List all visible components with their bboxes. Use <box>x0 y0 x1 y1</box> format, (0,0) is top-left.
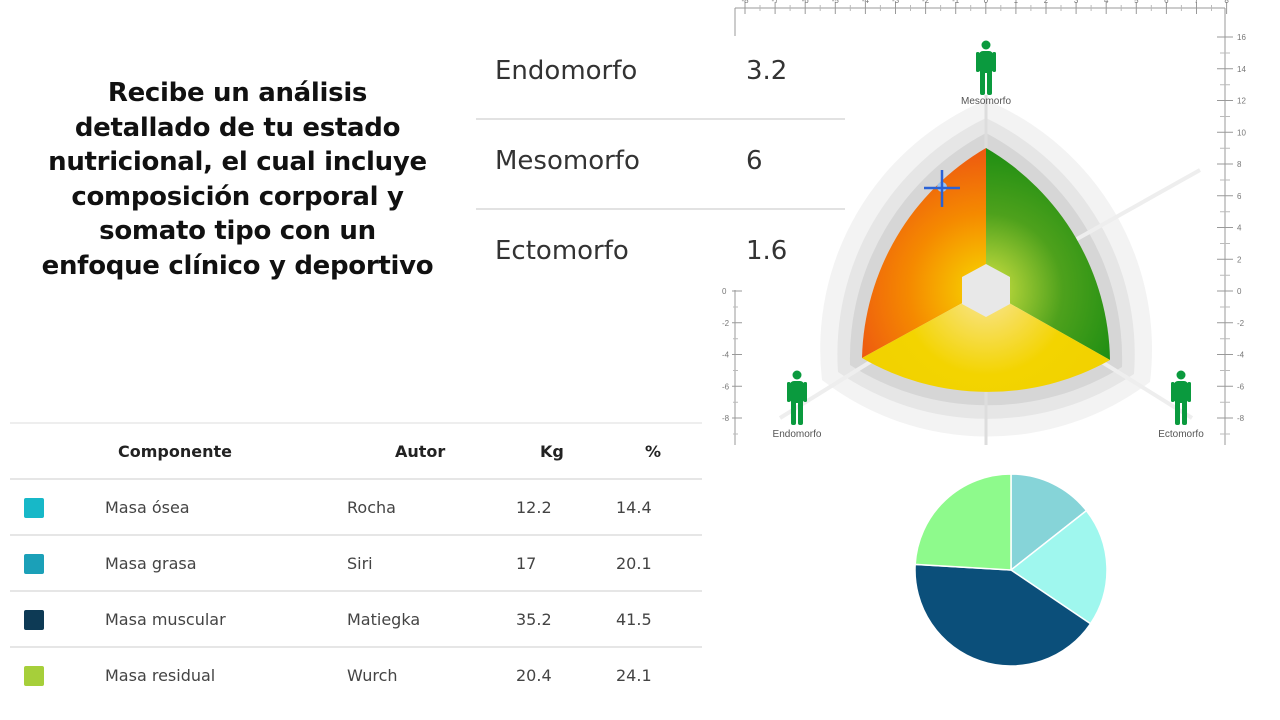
right-tick-label: 16 <box>1237 33 1246 42</box>
endomorfo-sector <box>862 148 986 358</box>
right-tick-label: -4 <box>1237 351 1245 360</box>
somatotype-row-ectomorfo: Ectomorfo 1.6 <box>476 210 845 298</box>
right-tick-label: 10 <box>1237 128 1246 137</box>
cell-author: Rocha <box>347 498 396 517</box>
right-tick-label: -6 <box>1237 382 1245 391</box>
table-header: Componente Autor Kg % <box>10 424 702 480</box>
top-tick-label: 5 <box>1134 0 1139 5</box>
person-silhouette-icon-ectomorfo <box>1171 370 1191 425</box>
cell-author: Wurch <box>347 666 398 685</box>
top-tick-label: -2 <box>922 0 930 5</box>
table-row: Masa muscular Matiegka 35.2 41.5 <box>10 592 702 648</box>
right-tick-label: 4 <box>1237 224 1242 233</box>
top-tick-label: 0 <box>984 0 989 5</box>
table-row: Masa ósea Rocha 12.2 14.4 <box>10 480 702 536</box>
top-tick-label: -3 <box>892 0 900 5</box>
chart-rulers: -8 -7 -6 -5 -4 -3 -2 -1 0 1 2 3 4 5 6 7 81614121086420-2… <box>722 0 1246 445</box>
cell-author: Matiegka <box>347 610 421 629</box>
table-row: Masa grasa Siri 17 20.1 <box>10 536 702 592</box>
headline-text: Recibe un análisis detallado de tu estad… <box>41 78 434 281</box>
top-tick-label: -5 <box>832 0 840 5</box>
right-tick-label: 8 <box>1237 160 1242 169</box>
top-tick-label: 7 <box>1194 0 1199 5</box>
cell-kg: 12.2 <box>516 498 552 517</box>
cell-author: Siri <box>347 554 373 573</box>
color-swatch <box>24 554 44 574</box>
cell-kg: 17 <box>516 554 537 573</box>
top-tick-label: -7 <box>772 0 780 5</box>
top-tick-label: 8 <box>1224 0 1229 5</box>
somatotype-value: 3.2 <box>746 56 788 86</box>
left-tick-label: -4 <box>722 351 730 360</box>
body-composition-table: Componente Autor Kg % Masa ósea Rocha 12… <box>10 422 702 702</box>
pie-slice-3 <box>914 473 1012 571</box>
cell-component: Masa grasa <box>105 554 197 573</box>
table-row: Masa residual Wurch 20.4 24.1 <box>10 648 702 702</box>
right-tick-label: 12 <box>1237 97 1246 106</box>
top-tick-label: 2 <box>1044 0 1049 5</box>
somatotype-label: Endomorfo <box>495 56 638 86</box>
right-tick-label: 2 <box>1237 255 1242 264</box>
axis-label-mesomorfo: Mesomorfo <box>961 96 1011 107</box>
cell-kg: 20.4 <box>516 666 552 685</box>
person-silhouette-icon-endomorfo <box>787 370 807 425</box>
axis-label-ectomorfo: Ectomorfo <box>1158 429 1204 440</box>
cell-pct: 14.4 <box>616 498 652 517</box>
header-component: Componente <box>118 442 232 461</box>
pie-slice-1 <box>1009 509 1108 625</box>
color-swatch <box>24 610 44 630</box>
ectomorfo-sector <box>862 290 1110 392</box>
cell-component: Masa ósea <box>105 498 190 517</box>
header-author: Autor <box>395 442 446 461</box>
pie-slice-0 <box>1010 473 1088 572</box>
somatotype-label: Mesomorfo <box>495 146 640 176</box>
composition-pie-chart <box>914 473 1108 667</box>
cell-component: Masa residual <box>105 666 216 685</box>
header-pct: % <box>645 442 662 461</box>
left-tick-label: 0 <box>722 287 727 296</box>
color-swatch <box>24 666 44 686</box>
cell-kg: 35.2 <box>516 610 552 629</box>
color-swatch <box>24 498 44 518</box>
cell-pct: 20.1 <box>616 554 652 573</box>
top-tick-label: 1 <box>1014 0 1019 5</box>
somatotype-row-mesomorfo: Mesomorfo 6 <box>476 120 845 210</box>
top-tick-label: 3 <box>1074 0 1079 5</box>
crosshair-icon <box>924 170 960 207</box>
mesomorfo-sector <box>986 148 1110 360</box>
cell-pct: 41.5 <box>616 610 652 629</box>
left-tick-label: -6 <box>722 382 730 391</box>
person-silhouette-icon-mesomorfo <box>976 40 996 95</box>
cell-pct: 24.1 <box>616 666 652 685</box>
right-tick-label: 0 <box>1237 287 1242 296</box>
right-tick-label: -2 <box>1237 319 1245 328</box>
somatotype-values: Endomorfo 3.2 Mesomorfo 6 Ectomorfo 1.6 <box>476 30 845 298</box>
somatotype-value: 1.6 <box>746 236 788 266</box>
left-tick-label: -2 <box>722 319 730 328</box>
left-tick-label: -8 <box>722 414 730 423</box>
pie-slice-2 <box>914 563 1092 667</box>
cell-component: Masa muscular <box>105 610 226 629</box>
right-tick-label: 14 <box>1237 65 1246 74</box>
top-tick-label: 6 <box>1164 0 1169 5</box>
header-kg: Kg <box>540 442 564 461</box>
right-tick-label: 6 <box>1237 192 1242 201</box>
top-tick-label: -4 <box>862 0 870 5</box>
somatochart: -8 -7 -6 -5 -4 -3 -2 -1 0 1 2 3 4 5 6 7 81614121086420-2… <box>722 0 1246 445</box>
somatotype-value: 6 <box>746 146 763 176</box>
somatotype-row-endomorfo: Endomorfo 3.2 <box>476 30 845 120</box>
somatotype-label: Ectomorfo <box>495 236 629 266</box>
axis-label-endomorfo: Endomorfo <box>773 429 822 440</box>
right-tick-label: -8 <box>1237 414 1245 423</box>
top-tick-label: -6 <box>802 0 810 5</box>
top-tick-label: 4 <box>1104 0 1109 5</box>
center-hexagon <box>962 264 1010 317</box>
top-tick-label: -8 <box>741 0 749 5</box>
top-tick-label: -1 <box>952 0 960 5</box>
